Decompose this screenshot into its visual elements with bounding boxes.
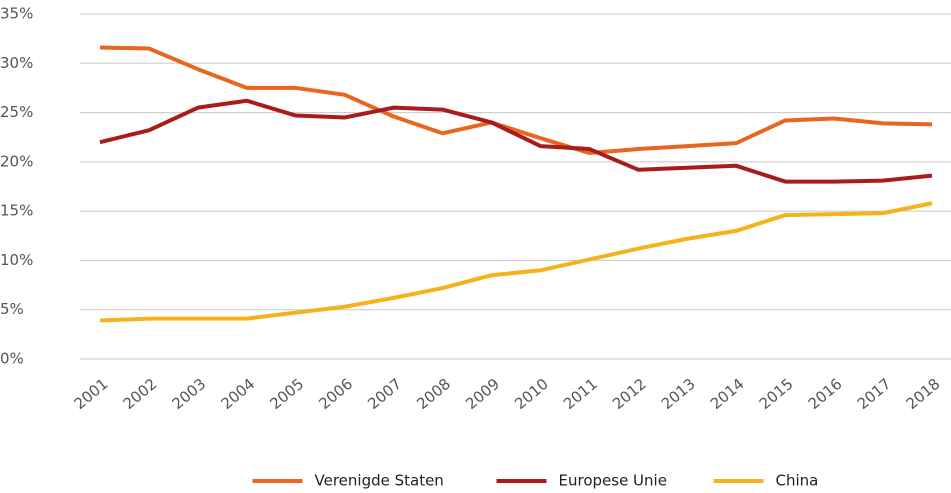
legend-label: Europese Unie: [559, 472, 667, 490]
series-line: [99, 201, 933, 323]
y-tick-label: 5%: [0, 300, 24, 318]
x-tick-label: 2013: [658, 375, 699, 413]
x-tick-label: 2006: [315, 375, 356, 413]
y-tick-label: 15%: [0, 202, 33, 220]
x-tick-label: 2001: [71, 375, 112, 413]
x-tick-label: 2009: [462, 375, 503, 413]
x-tick-label: 2008: [413, 375, 454, 413]
x-tick-label: 2010: [511, 375, 552, 413]
x-tick-label: 2018: [903, 375, 944, 413]
x-tick-label: 2002: [120, 375, 161, 413]
x-tick-label: 2017: [854, 375, 895, 413]
x-tick-label: 2016: [805, 375, 846, 413]
x-tick-label: 2003: [169, 375, 210, 413]
y-tick-label: 35%: [0, 5, 33, 23]
series-line: [99, 98, 933, 184]
series-line: [99, 45, 933, 155]
x-tick-label: 2007: [364, 375, 405, 413]
x-tick-label: 2011: [560, 375, 601, 413]
x-tick-label: 2014: [707, 375, 748, 413]
x-tick-label: 2005: [266, 375, 307, 413]
y-tick-label: 25%: [0, 103, 33, 121]
x-tick-label: 2004: [217, 375, 258, 413]
x-tick-label: 2012: [609, 375, 650, 413]
y-tick-label: 0%: [0, 350, 24, 368]
y-tick-label: 30%: [0, 54, 33, 72]
legend-label: Verenigde Staten: [315, 472, 444, 490]
y-tick-label: 20%: [0, 152, 33, 170]
legend-label: China: [776, 472, 819, 490]
y-tick-label: 10%: [0, 251, 33, 269]
x-tick-label: 2015: [756, 375, 797, 413]
